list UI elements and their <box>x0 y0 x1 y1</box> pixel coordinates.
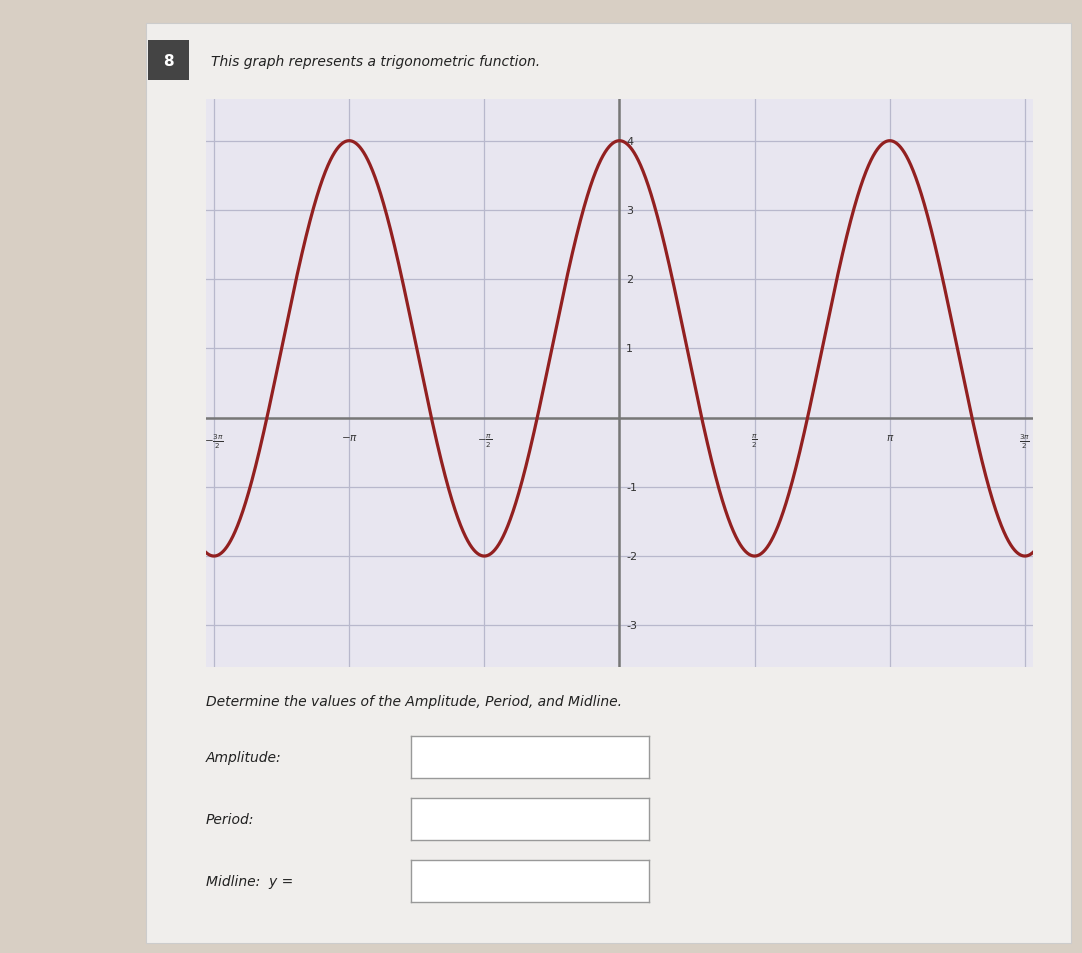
Text: $\frac{3\pi}{2}$: $\frac{3\pi}{2}$ <box>1019 433 1030 451</box>
Text: Amplitude:: Amplitude: <box>206 751 281 764</box>
Text: $-\frac{3\pi}{2}$: $-\frac{3\pi}{2}$ <box>204 433 224 451</box>
Text: Midline:  y =: Midline: y = <box>206 875 293 888</box>
Text: Determine the values of the Amplitude, Period, and Midline.: Determine the values of the Amplitude, P… <box>206 694 621 708</box>
Text: 3: 3 <box>626 206 633 215</box>
Text: $-\pi$: $-\pi$ <box>341 433 358 442</box>
Text: $-\frac{\pi}{2}$: $-\frac{\pi}{2}$ <box>477 433 492 450</box>
Text: 4: 4 <box>626 136 633 147</box>
Text: -1: -1 <box>626 482 637 493</box>
Text: $\pi$: $\pi$ <box>885 433 894 442</box>
Text: -3: -3 <box>626 620 637 631</box>
Text: This graph represents a trigonometric function.: This graph represents a trigonometric fu… <box>211 55 540 69</box>
Text: $\frac{\pi}{2}$: $\frac{\pi}{2}$ <box>751 433 757 450</box>
Text: Period:: Period: <box>206 813 254 826</box>
Text: 8: 8 <box>163 53 174 69</box>
Text: -2: -2 <box>626 552 637 561</box>
Text: 1: 1 <box>626 344 633 354</box>
Text: 2: 2 <box>626 274 633 285</box>
